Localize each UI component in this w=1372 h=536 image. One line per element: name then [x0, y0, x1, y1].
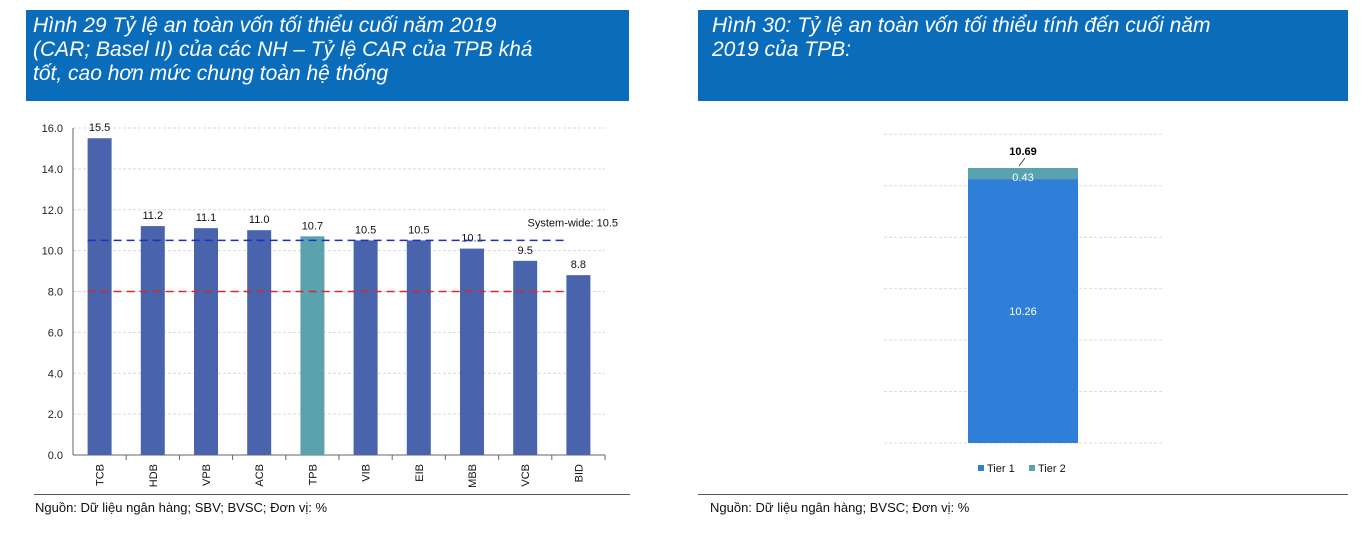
segment-tier-2 — [968, 168, 1078, 180]
car-bar-chart: 0.0 2.0 4.0 6.0 8.0 10.0 12.0 14.0 16.0 15.5 TCB 11… — [42, 122, 618, 488]
x-tick-label: TPB — [307, 464, 319, 485]
data-label: 8.8 — [571, 259, 586, 271]
bar-acb — [247, 230, 272, 455]
right-figure-title: Hình 30: Tỷ lệ an toàn vốn tối thiểu tín… — [698, 10, 1348, 101]
left-figure-title: Hình 29 Tỷ lệ an toàn vốn tối thiểu cuối… — [26, 10, 629, 101]
bar-bid — [566, 275, 591, 455]
y-tick-label: 16.0 — [42, 123, 63, 135]
left-figure-panel: Hình 29 Tỷ lệ an toàn vốn tối thiểu cuối… — [0, 0, 660, 536]
data-label: 10.7 — [302, 220, 323, 232]
data-label: 11.2 — [143, 210, 164, 222]
x-tick-label: VPB — [201, 464, 213, 486]
data-label: 11.1 — [196, 212, 217, 224]
total-value-label: 10.69 — [1009, 146, 1037, 158]
right-source-note: Nguồn: Dữ liệu ngân hàng; BVSC; Đơn vị: … — [710, 500, 970, 515]
bar-mbb — [460, 248, 484, 455]
legend-swatch — [1029, 465, 1035, 471]
y-tick-label: 12.0 — [42, 205, 63, 217]
x-tick-label: HDB — [148, 464, 160, 487]
bar-vcb — [513, 260, 538, 455]
system-wide-label: System-wide: 10.5 — [528, 217, 618, 229]
right-divider — [698, 494, 1348, 495]
y-tick-label: 2.0 — [48, 409, 63, 421]
x-tick-label: TCB — [95, 464, 107, 486]
legend-swatch — [978, 465, 984, 471]
y-tick-label: 4.0 — [48, 368, 63, 380]
x-tick-label: ACB — [254, 464, 266, 487]
bar-vib — [353, 240, 378, 455]
y-tick-label: 6.0 — [48, 327, 63, 339]
left-source-note: Nguồn: Dữ liệu ngân hàng; SBV; BVSC; Đơn… — [35, 500, 328, 515]
left-title-line: tốt, cao hơn mức chung toàn hệ thống — [33, 62, 389, 85]
bar-eib — [406, 240, 431, 455]
tier2-value-label: 0.43 — [1012, 172, 1033, 184]
right-title-line: 2019 của TPB: — [712, 38, 851, 61]
data-label: 15.5 — [89, 122, 110, 134]
data-label: 10.5 — [408, 224, 429, 236]
bar-hdb — [140, 226, 165, 455]
right-figure-panel: Hình 30: Tỷ lệ an toàn vốn tối thiểu tín… — [698, 0, 1372, 536]
tpb-stacked-chart: 10.26 0.43 10.69 Tier 1 Tier 2 — [884, 133, 1163, 475]
legend-label: Tier 1 — [987, 463, 1015, 475]
x-tick-label: MBB — [467, 464, 479, 488]
data-label: 10.5 — [355, 224, 376, 236]
tier1-value-label: 10.26 — [1009, 306, 1037, 318]
y-tick-label: 0.0 — [48, 450, 63, 462]
y-tick-label: 10.0 — [42, 246, 63, 258]
data-label: 11.0 — [249, 214, 270, 226]
x-tick-label: VIB — [361, 464, 373, 482]
x-tick-label: BID — [573, 464, 585, 482]
bar-tcb — [87, 138, 112, 455]
right-title-line: Hình 30: Tỷ lệ an toàn vốn tối thiểu tín… — [712, 14, 1211, 37]
left-title-line: Hình 29 Tỷ lệ an toàn vốn tối thiểu cuối… — [33, 14, 497, 37]
left-title-line: (CAR; Basel II) của các NH – Tỷ lệ CAR c… — [33, 38, 533, 61]
y-tick-label: 8.0 — [48, 287, 63, 299]
bar-vpb — [194, 228, 218, 455]
x-tick-label: EIB — [414, 464, 426, 482]
total-leader-line — [1018, 157, 1026, 167]
data-label: 9.5 — [518, 245, 533, 257]
left-divider — [34, 494, 630, 495]
y-tick-label: 14.0 — [42, 164, 63, 176]
legend-label: Tier 2 — [1038, 463, 1066, 475]
segment-tier-1 — [968, 179, 1078, 443]
bar-tpb — [300, 236, 325, 455]
data-label: 10.1 — [461, 233, 482, 245]
x-tick-label: VCB — [520, 464, 532, 487]
